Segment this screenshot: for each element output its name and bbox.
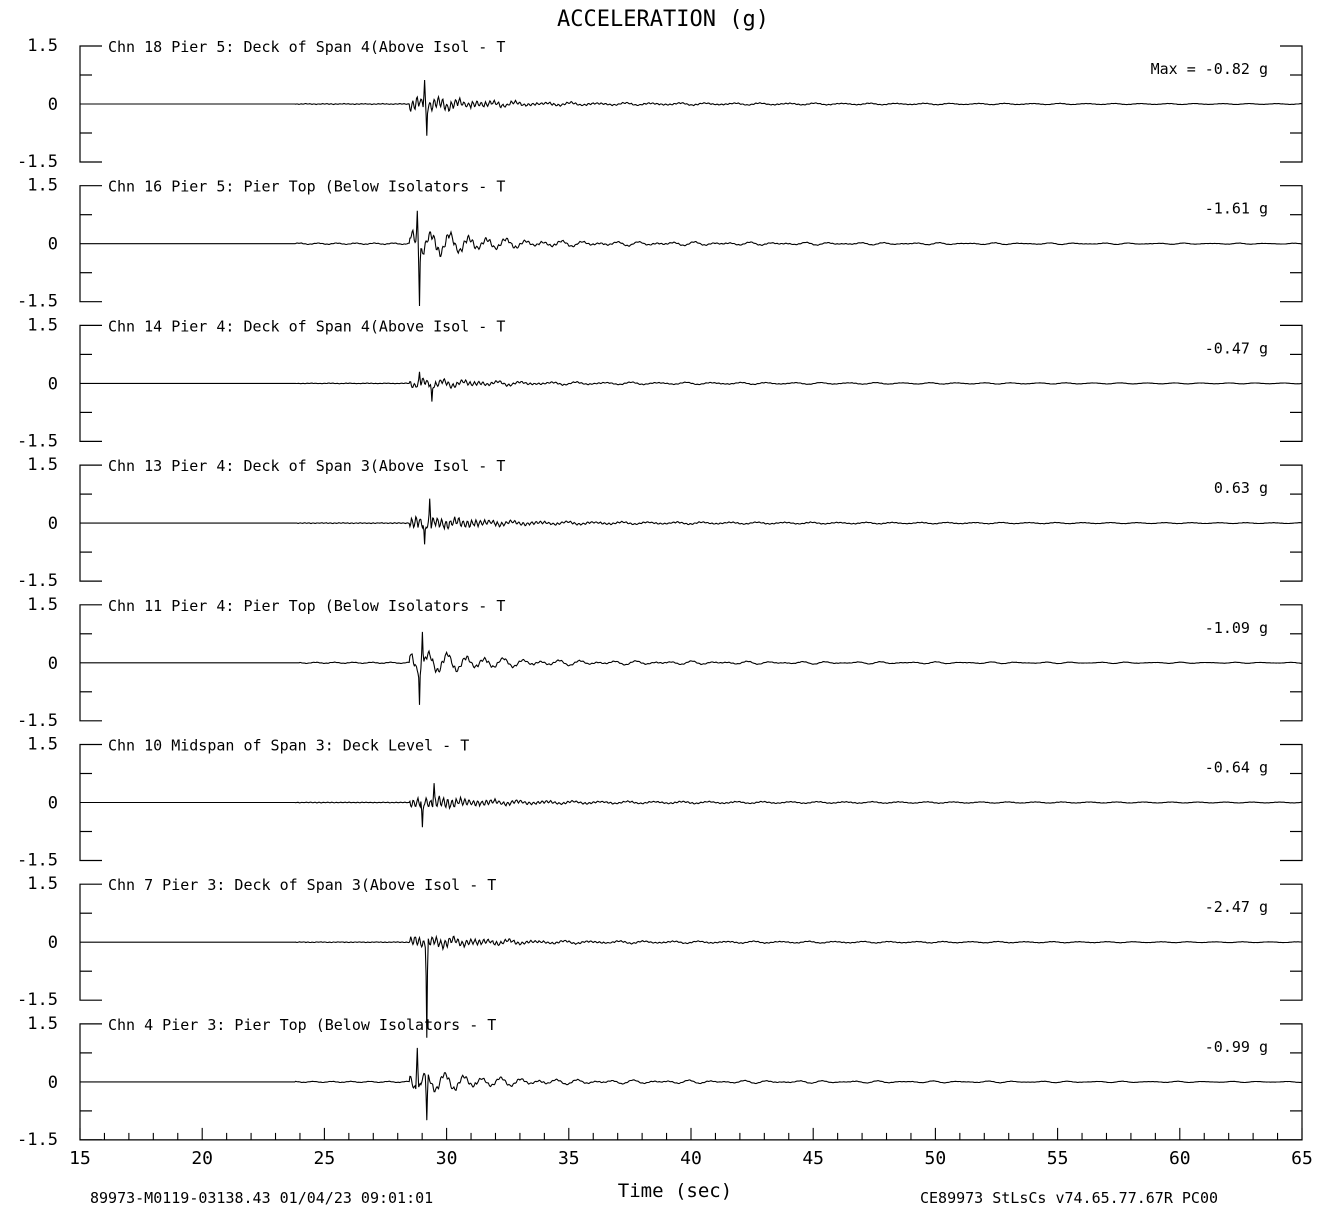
y-tick-label: 1.5 xyxy=(27,595,58,615)
y-tick-label: 0 xyxy=(48,654,58,674)
channel-label: Chn 18 Pier 5: Deck of Span 4(Above Isol… xyxy=(108,38,505,56)
trace-line xyxy=(80,79,1302,136)
y-tick-label: 1.5 xyxy=(27,455,58,475)
x-tick-label: 55 xyxy=(1047,1148,1069,1169)
panel-right-frame xyxy=(1280,883,1303,1001)
y-tick-label: -1.5 xyxy=(17,711,58,731)
y-tick-label: 1.5 xyxy=(27,735,58,755)
panel-5: 1.5 0 -1.5 Chn 11 Pier 4: Pier Top (Below I… xyxy=(17,595,1303,731)
y-tick-label: -1.5 xyxy=(17,292,58,312)
y-tick-label: -1.5 xyxy=(17,571,58,591)
footer-version: CE89973 StLsCs v74.65.77.67R PC00 xyxy=(920,1189,1218,1207)
trace-line xyxy=(80,498,1302,545)
y-tick-label: 0 xyxy=(48,95,58,115)
chart-title: ACCELERATION (g) xyxy=(557,7,769,32)
y-tick-label: -1.5 xyxy=(17,990,58,1010)
trace-line xyxy=(80,1047,1302,1121)
trace-line xyxy=(80,371,1302,402)
y-tick-label: -1.5 xyxy=(17,431,58,451)
max-label: -2.47 g xyxy=(1205,898,1268,916)
x-tick-label: 50 xyxy=(925,1148,947,1169)
panel-right-frame xyxy=(1280,743,1303,862)
x-tick-label: 35 xyxy=(558,1148,580,1169)
panel-8: 1.5 0 -1.5 Chn 4 Pier 3: Pier Top (Below Is… xyxy=(17,1014,1303,1150)
x-tick-label: 65 xyxy=(1291,1148,1313,1169)
max-label: Max = -0.82 g xyxy=(1151,60,1268,78)
footer-record-id: 89973-M0119-03138.43 01/04/23 09:01:01 xyxy=(90,1189,433,1207)
trace-line xyxy=(80,783,1302,828)
panel-right-frame xyxy=(1280,185,1303,303)
x-axis-label: Time (sec) xyxy=(618,1180,732,1202)
x-tick-label: 20 xyxy=(191,1148,213,1169)
panel-7: 1.5 0 -1.5 Chn 7 Pier 3: Deck of Span 3(Abo… xyxy=(17,874,1303,1038)
channel-label: Chn 11 Pier 4: Pier Top (Below Isolators… xyxy=(108,597,505,615)
x-tick-label: 15 xyxy=(69,1148,91,1169)
channel-label: Chn 16 Pier 5: Pier Top (Below Isolators… xyxy=(108,178,505,196)
max-label: -1.61 g xyxy=(1205,200,1268,218)
y-tick-label: 1.5 xyxy=(27,315,58,335)
panel-right-frame xyxy=(1280,464,1303,582)
channel-label: Chn 10 Midspan of Span 3: Deck Level - T xyxy=(108,737,469,755)
channel-label: Chn 7 Pier 3: Deck of Span 3(Above Isol … xyxy=(108,876,496,894)
max-label: -0.47 g xyxy=(1205,339,1268,357)
panel-4: 1.5 0 -1.5 Chn 13 Pier 4: Deck of Span 3(Ab… xyxy=(17,455,1303,591)
y-tick-label: 0 xyxy=(48,794,58,814)
panel-right-frame xyxy=(1280,324,1303,442)
panel-3: 1.5 0 -1.5 Chn 14 Pier 4: Deck of Span 4(Ab… xyxy=(17,315,1303,451)
y-tick-label: 1.5 xyxy=(27,1014,58,1034)
x-tick-label: 30 xyxy=(436,1148,458,1169)
max-label: -1.09 g xyxy=(1205,619,1268,637)
y-tick-label: -1.5 xyxy=(17,152,58,172)
panel-2: 1.5 0 -1.5 Chn 16 Pier 5: Pier Top (Below I… xyxy=(17,176,1303,312)
max-label: -0.64 g xyxy=(1205,759,1268,777)
panel-right-frame xyxy=(1280,45,1303,163)
y-tick-label: 0 xyxy=(48,514,58,534)
x-tick-label: 25 xyxy=(314,1148,336,1169)
channel-label: Chn 14 Pier 4: Deck of Span 4(Above Isol… xyxy=(108,317,505,335)
panel-right-frame xyxy=(1280,604,1303,722)
y-tick-label: -1.5 xyxy=(17,1130,58,1150)
panel-6: 1.5 0 -1.5 Chn 10 Midspan of Span 3: Deck L… xyxy=(17,735,1303,871)
y-tick-label: 1.5 xyxy=(27,36,58,56)
trace-line xyxy=(80,631,1302,705)
y-tick-label: 0 xyxy=(48,1073,58,1093)
x-tick-label: 60 xyxy=(1169,1148,1191,1169)
max-label: -0.99 g xyxy=(1205,1038,1268,1056)
y-tick-label: -1.5 xyxy=(17,851,58,871)
x-axis: 15 20 25 30 35 40 45 50 55 60 65 xyxy=(69,1127,1313,1169)
trace-line xyxy=(80,934,1302,1038)
y-tick-label: 1.5 xyxy=(27,874,58,894)
y-tick-label: 0 xyxy=(48,374,58,394)
chart-panels: 1.5 0 -1.5 Chn 18 Pier 5: Deck of Span 4(Ab… xyxy=(17,36,1303,1150)
channel-label: Chn 13 Pier 4: Deck of Span 3(Above Isol… xyxy=(108,457,505,475)
channel-label: Chn 4 Pier 3: Pier Top (Below Isolators … xyxy=(108,1016,496,1034)
trace-line xyxy=(80,210,1302,307)
x-tick-label: 45 xyxy=(802,1148,824,1169)
panel-1: 1.5 0 -1.5 Chn 18 Pier 5: Deck of Span 4(Ab… xyxy=(17,36,1303,172)
x-tick-label: 40 xyxy=(680,1148,702,1169)
max-label: 0.63 g xyxy=(1214,479,1268,497)
y-tick-label: 0 xyxy=(48,933,58,953)
y-tick-label: 1.5 xyxy=(27,176,58,196)
y-tick-label: 0 xyxy=(48,235,58,255)
